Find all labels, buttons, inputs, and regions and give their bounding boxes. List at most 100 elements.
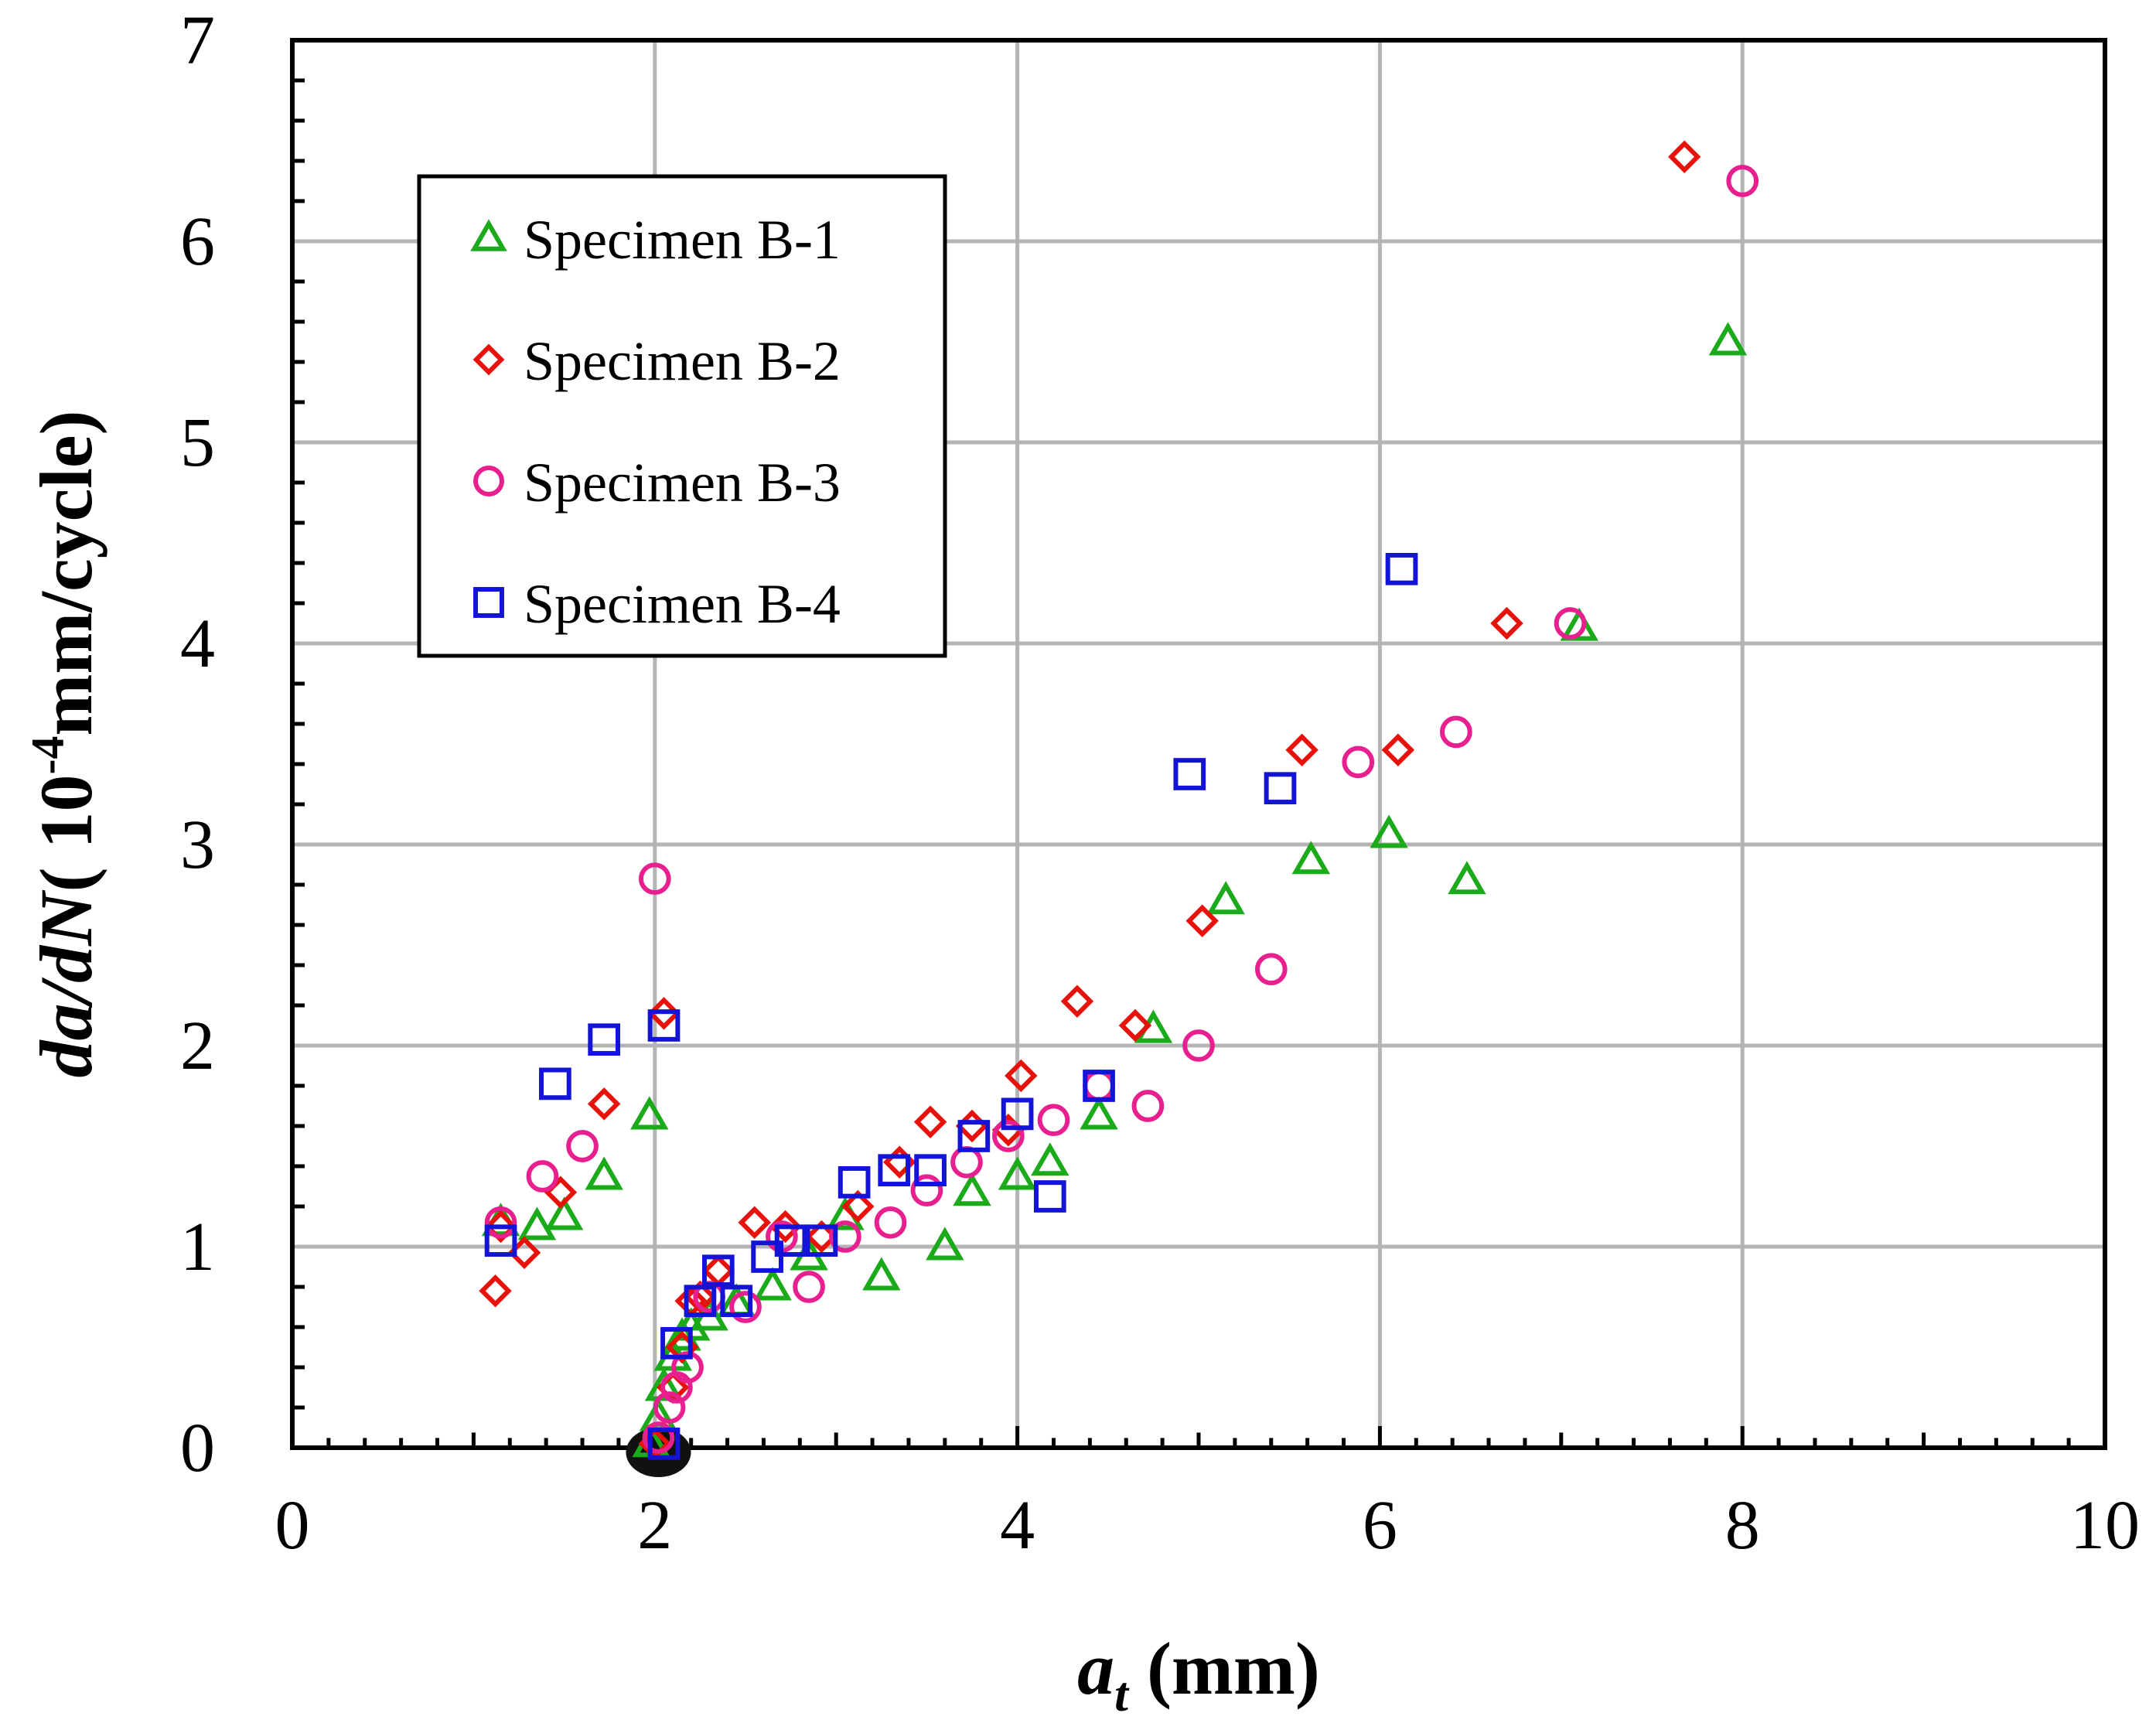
legend-label: Specimen B-1 xyxy=(524,209,841,271)
data-point xyxy=(1370,814,1408,848)
data-point xyxy=(539,1067,571,1100)
data-point xyxy=(1667,140,1701,174)
x-axis-title-unit: (mm) xyxy=(1128,1627,1320,1710)
data-point xyxy=(1033,1180,1066,1213)
data-points xyxy=(479,140,1759,1477)
data-point xyxy=(1385,552,1418,585)
data-point xyxy=(701,1254,735,1288)
x-axis-title-main: a xyxy=(1077,1627,1114,1710)
data-point xyxy=(701,1254,735,1288)
data-point xyxy=(753,1267,792,1301)
legend-marker-circle xyxy=(473,466,504,496)
data-point xyxy=(1291,841,1331,875)
y-axis-title-post: mm/cycle) xyxy=(25,410,107,735)
y-tick-label: 4 xyxy=(180,606,215,682)
data-point xyxy=(1080,1096,1118,1130)
data-point xyxy=(874,1206,907,1239)
tick-labels: 0 2 4 6 8 10 0 1 2 3 4 5 6 7 xyxy=(180,2,2140,1564)
data-point xyxy=(950,1145,983,1179)
y-axis-title-pre: ( 10 xyxy=(25,775,107,892)
data-point xyxy=(644,1367,684,1401)
data-point xyxy=(1285,733,1319,767)
data-point xyxy=(805,1224,838,1257)
x-tick-label: 10 xyxy=(2070,1487,2140,1564)
data-point xyxy=(955,1109,989,1143)
data-point xyxy=(653,1391,686,1424)
data-point xyxy=(1254,953,1288,986)
data-point xyxy=(841,1189,875,1223)
legend-label: Specimen B-2 xyxy=(524,330,841,392)
data-point xyxy=(862,1257,901,1291)
axis-ticks xyxy=(290,78,2107,1448)
data-point xyxy=(1448,861,1486,895)
y-axis-title: da/dN( 10-4mm/cycle) xyxy=(22,410,107,1077)
data-point xyxy=(1342,746,1375,779)
data-point xyxy=(878,1154,911,1187)
data-point xyxy=(1490,606,1523,640)
data-point xyxy=(544,1176,578,1210)
legend-marker-diamond xyxy=(472,343,505,376)
data-point xyxy=(1185,904,1219,938)
x-axis-title: at (mm) xyxy=(1077,1627,1320,1721)
data-point xyxy=(1001,1097,1034,1131)
data-point xyxy=(1206,881,1245,915)
y-tick-label: 2 xyxy=(180,1008,215,1084)
data-point xyxy=(1031,1142,1069,1176)
legend: Specimen B-1 Specimen B-2 Specimen B-3 Spec… xyxy=(417,174,947,658)
data-point xyxy=(587,1087,621,1121)
y-tick-label: 7 xyxy=(180,2,215,79)
data-point xyxy=(479,1274,512,1308)
x-tick-label: 6 xyxy=(1363,1487,1397,1564)
data-point xyxy=(992,1120,1025,1152)
data-point xyxy=(926,1227,964,1261)
legend-label: Specimen B-4 xyxy=(524,573,841,635)
data-point xyxy=(684,1285,717,1318)
data-point xyxy=(526,1160,559,1193)
data-point xyxy=(914,1154,947,1187)
data-point xyxy=(1083,1070,1115,1102)
data-point xyxy=(957,1120,991,1152)
data-point xyxy=(1173,758,1206,790)
data-point xyxy=(544,1196,584,1230)
x-tick-label: 4 xyxy=(1000,1487,1035,1564)
data-point xyxy=(647,997,681,1030)
series-3 xyxy=(484,165,1759,1454)
data-point xyxy=(998,1156,1037,1190)
data-point xyxy=(1182,1029,1215,1062)
data-point xyxy=(647,1009,681,1042)
y-axis-title-main: da/dN xyxy=(25,889,107,1078)
x-tick-label: 0 xyxy=(275,1487,310,1564)
data-point xyxy=(829,1220,861,1253)
data-point xyxy=(1060,984,1094,1019)
legend-marker-triangle xyxy=(470,219,507,251)
data-point xyxy=(1264,772,1297,805)
data-point xyxy=(1083,1070,1115,1102)
data-point xyxy=(729,1291,762,1323)
data-point xyxy=(566,1130,599,1162)
y-tick-label: 5 xyxy=(180,404,215,481)
data-point xyxy=(585,1156,623,1190)
data-point xyxy=(647,1427,681,1460)
data-point xyxy=(1131,1090,1165,1122)
data-point xyxy=(484,1210,517,1244)
data-point xyxy=(910,1174,943,1207)
data-point xyxy=(1005,1059,1038,1093)
data-point xyxy=(1708,322,1748,356)
y-tick-label: 3 xyxy=(180,807,215,883)
x-tick-label: 2 xyxy=(637,1487,672,1564)
data-point xyxy=(774,1224,807,1257)
x-axis-title-sub: t xyxy=(1114,1667,1130,1721)
legend-label: Specimen B-3 xyxy=(524,452,841,514)
y-tick-label: 6 xyxy=(180,203,215,280)
y-tick-label: 1 xyxy=(180,1209,215,1285)
data-point xyxy=(642,1421,675,1454)
data-point xyxy=(630,1096,669,1130)
data-point xyxy=(484,1206,517,1239)
series-4 xyxy=(484,552,1418,1460)
data-point xyxy=(588,1023,621,1056)
data-point xyxy=(1381,733,1415,767)
data-point xyxy=(793,1271,825,1303)
y-tick-label: 0 xyxy=(180,1410,215,1486)
data-point xyxy=(837,1165,871,1199)
